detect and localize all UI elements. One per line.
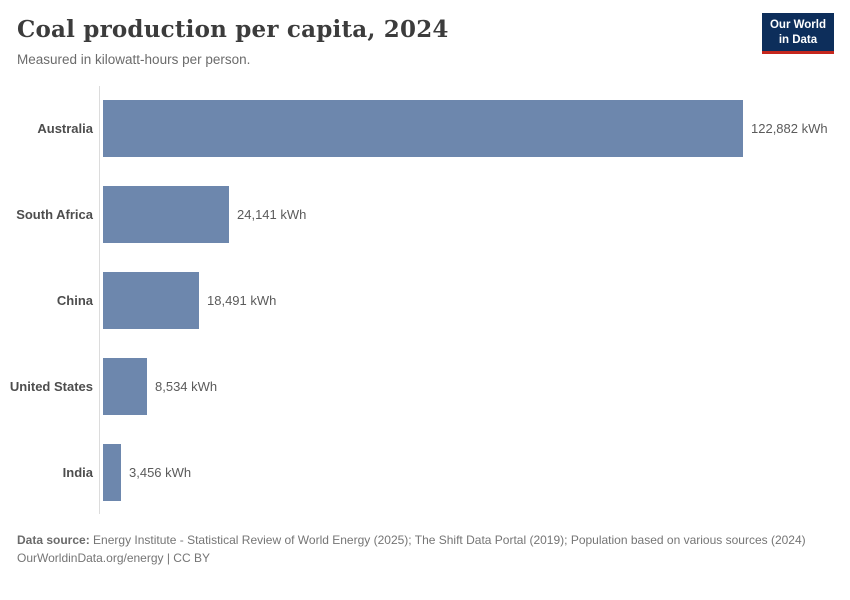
chart-footer: Data source: Energy Institute - Statisti…: [17, 531, 823, 567]
category-label-china: China: [56, 293, 93, 308]
bar-united-states[interactable]: [103, 358, 147, 415]
bar-china[interactable]: [103, 272, 199, 329]
logo-text-line2: in Data: [778, 33, 818, 46]
data-source-line: Data source: Energy Institute - Statisti…: [17, 531, 823, 549]
category-label-united-states: United States: [9, 379, 93, 394]
bar-india[interactable]: [103, 444, 121, 501]
category-label-india: India: [62, 465, 93, 480]
footer-citation-link[interactable]: OurWorldinData.org/energy | CC BY: [17, 551, 210, 565]
value-label-united-states: 8,534 kWh: [155, 379, 218, 394]
chart-subtitle: Measured in kilowatt-hours per person.: [17, 52, 251, 67]
bar-australia[interactable]: [103, 100, 743, 157]
logo-text-line1: Our World: [769, 19, 826, 31]
category-label-south-africa: South Africa: [16, 207, 93, 222]
value-label-india: 3,456 kWh: [129, 465, 192, 480]
value-label-australia: 122,882 kWh: [751, 121, 828, 136]
category-label-australia: Australia: [37, 121, 93, 136]
value-label-china: 18,491 kWh: [207, 293, 277, 308]
value-label-south-africa: 24,141 kWh: [237, 207, 307, 222]
data-source-label: Data source:: [17, 533, 90, 547]
owid-logo[interactable]: Our World in Data: [761, 13, 834, 54]
data-source-text: Energy Institute - Statistical Review of…: [93, 533, 806, 547]
y-axis-line: [99, 86, 100, 514]
chart-title: Coal production per capita, 2024: [17, 16, 449, 43]
bar-south-africa[interactable]: [103, 186, 229, 243]
